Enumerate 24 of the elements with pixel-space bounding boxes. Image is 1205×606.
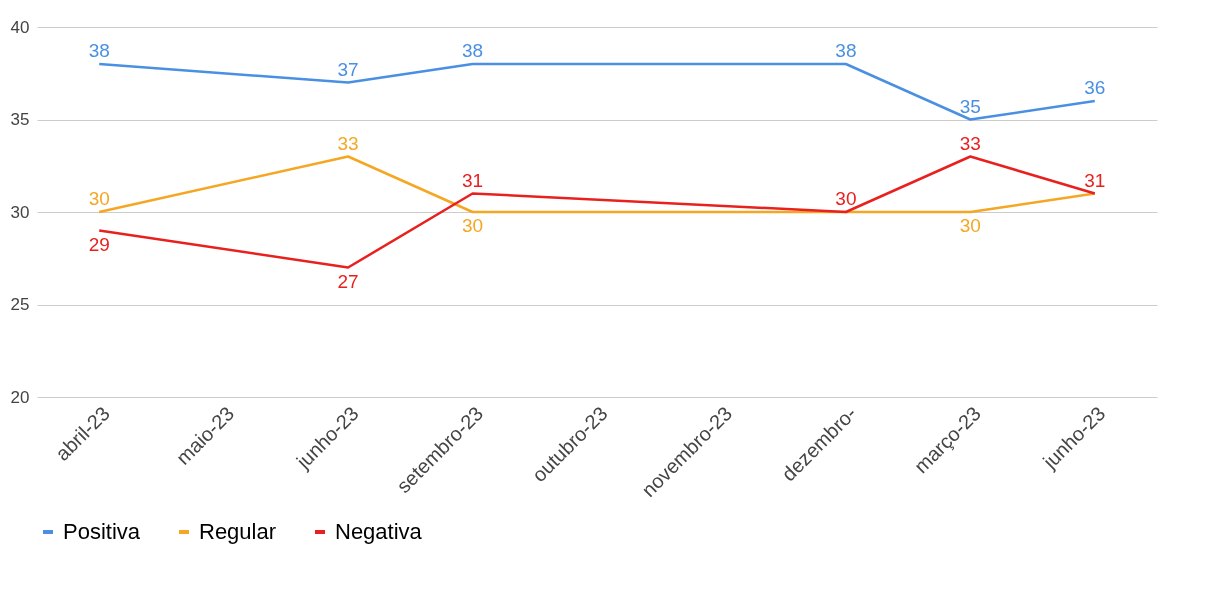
legend-label: Regular: [199, 519, 277, 544]
data-label: 30: [959, 215, 981, 236]
data-label: 30: [461, 215, 484, 236]
data-label: 33: [337, 132, 359, 154]
data-label: 38: [461, 40, 484, 61]
y-tick-label: 30: [10, 202, 30, 222]
legend-label: Positiva: [63, 519, 141, 544]
data-label: 27: [337, 270, 359, 292]
data-label: 30: [835, 188, 857, 209]
data-label: 31: [461, 169, 484, 191]
y-tick-label: 20: [10, 387, 30, 407]
data-label: 37: [337, 58, 359, 80]
data-label: 38: [835, 40, 857, 61]
legend-label: Negativa: [335, 519, 423, 544]
y-tick-label: 40: [10, 17, 30, 37]
y-tick-label: 35: [10, 110, 30, 129]
data-label: 33: [959, 132, 981, 154]
data-label: 38: [88, 40, 110, 61]
data-label: 30: [88, 188, 110, 209]
data-label: 36: [1084, 77, 1106, 98]
y-tick-label: 25: [10, 295, 30, 314]
data-label: 29: [88, 233, 110, 255]
data-label: 31: [1084, 169, 1106, 191]
data-label: 35: [959, 95, 981, 117]
